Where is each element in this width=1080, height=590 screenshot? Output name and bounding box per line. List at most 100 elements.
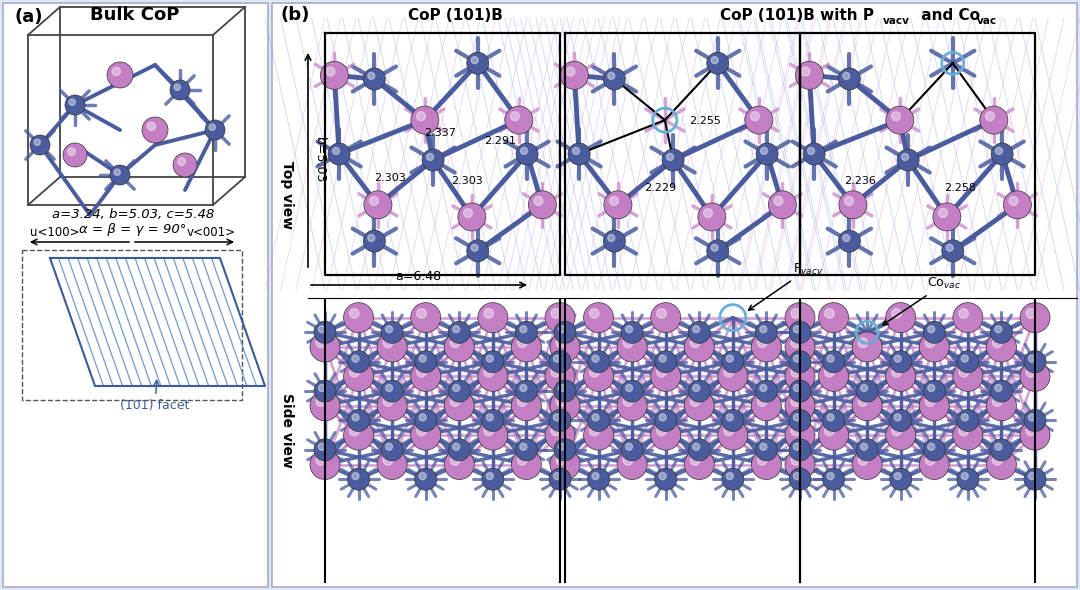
Circle shape [608,234,615,241]
Circle shape [528,191,556,219]
Circle shape [551,426,561,436]
Circle shape [316,396,325,407]
Circle shape [583,361,613,391]
Circle shape [314,380,336,402]
Circle shape [902,153,908,160]
Circle shape [352,473,359,480]
Circle shape [755,322,778,343]
Circle shape [785,450,815,480]
Circle shape [1024,468,1047,490]
Circle shape [690,396,700,407]
Circle shape [141,117,168,143]
Circle shape [417,368,427,377]
Circle shape [923,380,945,402]
Circle shape [326,67,335,76]
Circle shape [486,355,494,362]
Circle shape [350,368,360,377]
Circle shape [752,332,782,362]
Circle shape [410,106,438,134]
Circle shape [890,409,912,431]
Circle shape [1024,409,1047,431]
Circle shape [625,443,633,450]
Circle shape [558,326,566,333]
Circle shape [711,244,718,251]
Text: v<001>: v<001> [187,226,237,239]
Circle shape [755,439,778,461]
Circle shape [453,326,460,333]
Circle shape [654,468,677,490]
Circle shape [453,385,460,392]
Circle shape [623,338,633,348]
Circle shape [348,468,369,490]
Circle shape [1020,420,1050,450]
Circle shape [343,303,374,333]
Circle shape [856,439,878,461]
Circle shape [314,322,336,343]
Circle shape [477,361,508,391]
Circle shape [1028,473,1036,480]
Circle shape [986,450,1016,480]
Circle shape [512,450,541,480]
Circle shape [352,414,359,421]
Text: b=5.03: b=5.03 [313,137,326,183]
Circle shape [554,322,576,343]
Circle shape [919,332,949,362]
Circle shape [659,355,666,362]
Text: 2.255: 2.255 [689,116,721,126]
Circle shape [419,473,427,480]
Circle shape [550,391,580,421]
Circle shape [692,443,700,450]
Circle shape [545,361,575,391]
Circle shape [549,350,571,373]
Circle shape [688,322,711,343]
Circle shape [959,309,969,318]
Circle shape [444,391,474,421]
Circle shape [174,84,180,90]
Circle shape [819,361,849,391]
Circle shape [377,332,407,362]
Circle shape [417,426,427,436]
Text: vac: vac [977,16,997,26]
Circle shape [68,148,76,156]
Circle shape [745,106,773,134]
Circle shape [310,450,340,480]
Circle shape [1020,361,1050,391]
Circle shape [590,426,599,436]
Circle shape [890,468,912,490]
Circle shape [692,385,700,392]
Text: (101) facet: (101) facet [120,381,190,412]
Circle shape [688,380,711,402]
Circle shape [504,106,532,134]
Circle shape [819,303,849,333]
Circle shape [592,355,599,362]
Circle shape [942,240,963,262]
Circle shape [827,414,834,421]
Circle shape [112,67,121,76]
Circle shape [690,455,700,465]
Circle shape [703,208,713,218]
Circle shape [923,322,945,343]
Circle shape [891,112,901,121]
Circle shape [685,450,714,480]
Circle shape [685,332,714,362]
Circle shape [791,338,800,348]
Circle shape [662,149,684,171]
Circle shape [477,420,508,450]
Circle shape [919,391,949,421]
Circle shape [588,468,609,490]
Circle shape [458,203,486,231]
Text: 2.229: 2.229 [644,183,676,193]
Circle shape [515,322,538,343]
Circle shape [410,420,441,450]
Circle shape [381,322,403,343]
Circle shape [486,473,494,480]
Circle shape [794,414,800,421]
Circle shape [785,420,815,450]
Circle shape [383,396,393,407]
Circle shape [368,234,375,241]
Circle shape [453,443,460,450]
Circle shape [383,338,393,348]
Circle shape [369,196,378,205]
Circle shape [894,414,901,421]
Circle shape [363,68,386,90]
